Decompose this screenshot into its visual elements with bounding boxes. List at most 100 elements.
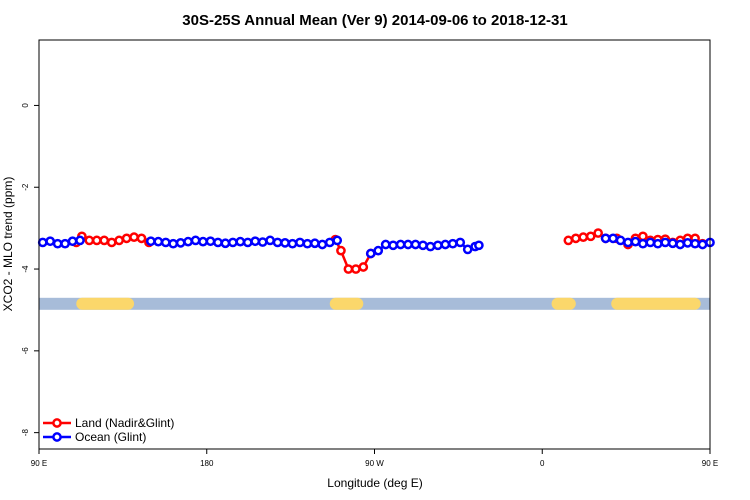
surface-bar-land-0: [76, 297, 135, 310]
x-tick-label-4: 90 E: [702, 459, 718, 468]
x-tick-label-0: 90 E: [31, 459, 47, 468]
y-tick-label-1: -2: [21, 183, 30, 191]
series-1-point: [652, 238, 663, 249]
legend-marker-0: [52, 418, 62, 428]
series-1-point: [462, 244, 473, 255]
series-1-point: [447, 238, 458, 249]
series-1-point: [250, 236, 261, 247]
series-1-point: [455, 237, 466, 248]
series-1-point: [388, 240, 398, 251]
series-1-point: [332, 235, 343, 246]
series-0-point: [578, 232, 589, 242]
series-1-point: [287, 238, 298, 249]
series-1-point: [682, 238, 693, 248]
surface-bar-land-1: [329, 297, 364, 310]
series-0-point: [336, 245, 346, 256]
series-1-point: [310, 238, 320, 249]
series-1-point: [645, 237, 656, 248]
series-1-point: [160, 237, 171, 248]
surface-bar-land-2: [551, 297, 576, 310]
y-tick-label-4: -8: [21, 429, 30, 437]
series-1-point: [52, 238, 63, 249]
series-1-point: [425, 241, 436, 252]
series-1-point: [295, 237, 305, 248]
series-1-point: [145, 236, 156, 247]
series-0-point: [358, 262, 369, 272]
series-1-point: [615, 235, 626, 246]
series-1-point: [190, 235, 201, 246]
series-0-point: [129, 232, 139, 242]
series-1-point: [324, 237, 335, 248]
series-0-point: [91, 235, 102, 246]
legend-marker-1: [52, 432, 62, 442]
x-axis: 90 E 180 90 W 0 90 E: [31, 449, 718, 468]
series-1-point: [75, 235, 85, 246]
series-1-point: [675, 239, 686, 250]
x-axis-label: Longitude (deg E): [327, 476, 422, 490]
series-1-point: [175, 238, 186, 248]
series-1-point: [440, 239, 451, 250]
series-1-point: [265, 235, 275, 246]
y-tick-label-3: -6: [21, 347, 30, 355]
series-0-point: [84, 235, 95, 246]
series-0-point: [121, 233, 132, 244]
series-0-point: [351, 264, 361, 274]
y-axis: 0 -2 -4 -6 -8: [21, 103, 39, 437]
series-1-point: [235, 236, 246, 247]
series-1-point: [697, 239, 708, 250]
series-1-point: [183, 236, 193, 247]
series-1-point: [474, 240, 484, 251]
series-1-point: [242, 237, 253, 248]
series-1-point: [395, 239, 406, 250]
series-1-point: [638, 238, 648, 249]
legend: Land (Nadir&Glint)Ocean (Glint): [43, 416, 174, 444]
series-1-point: [690, 238, 700, 249]
legend-label-1: Ocean (Glint): [75, 430, 146, 444]
series-1-point: [272, 237, 283, 248]
surface-bar-land-3: [611, 297, 701, 310]
legend-label-0: Land (Nadir&Glint): [75, 416, 174, 430]
series-1-point: [220, 238, 231, 249]
series-layer: [37, 228, 715, 274]
series-1-point: [168, 238, 179, 249]
chart-title: 30S-25S Annual Mean (Ver 9) 2014-09-06 t…: [182, 12, 567, 29]
series-0-point: [593, 228, 604, 238]
y-tick-label-0: 0: [21, 103, 30, 108]
series-0-point: [570, 233, 581, 244]
series-1-point: [410, 239, 421, 250]
series-1-point: [433, 240, 443, 251]
x-tick-label-1: 180: [200, 459, 214, 468]
surface-bar: [39, 297, 710, 310]
y-tick-label-2: -4: [21, 265, 30, 273]
series-1: [37, 233, 715, 259]
series-0-point: [106, 237, 117, 248]
series-1-point: [257, 237, 268, 247]
series-0-point: [563, 235, 574, 246]
series-1-point: [667, 238, 678, 249]
series-1-point: [373, 245, 384, 256]
series-0-point: [585, 231, 596, 242]
series-1-point: [37, 237, 48, 248]
plot-frame: [38, 39, 711, 450]
x-tick-label-3: 0: [540, 459, 545, 468]
series-1-point: [608, 233, 618, 244]
series-1-point: [403, 239, 413, 250]
surface-bar-ocean: [39, 297, 710, 310]
y-axis-label: XCO2 - MLO trend (ppm): [1, 177, 15, 312]
series-1-point: [418, 240, 428, 251]
series-1-point: [623, 237, 633, 248]
series-1-point: [60, 238, 70, 249]
series-0-point: [99, 235, 110, 246]
series-0-point: [343, 264, 354, 274]
x-tick-label-2: 90 W: [365, 459, 384, 468]
series-1-point: [365, 248, 376, 259]
series-1-point: [45, 236, 56, 247]
series-0-point: [114, 235, 124, 246]
series-1-point: [317, 239, 328, 250]
series-1-point: [213, 237, 223, 248]
series-1-point: [205, 236, 216, 247]
series-1-point: [153, 236, 164, 247]
series-1-point: [380, 239, 391, 250]
series-1-point: [227, 237, 238, 248]
